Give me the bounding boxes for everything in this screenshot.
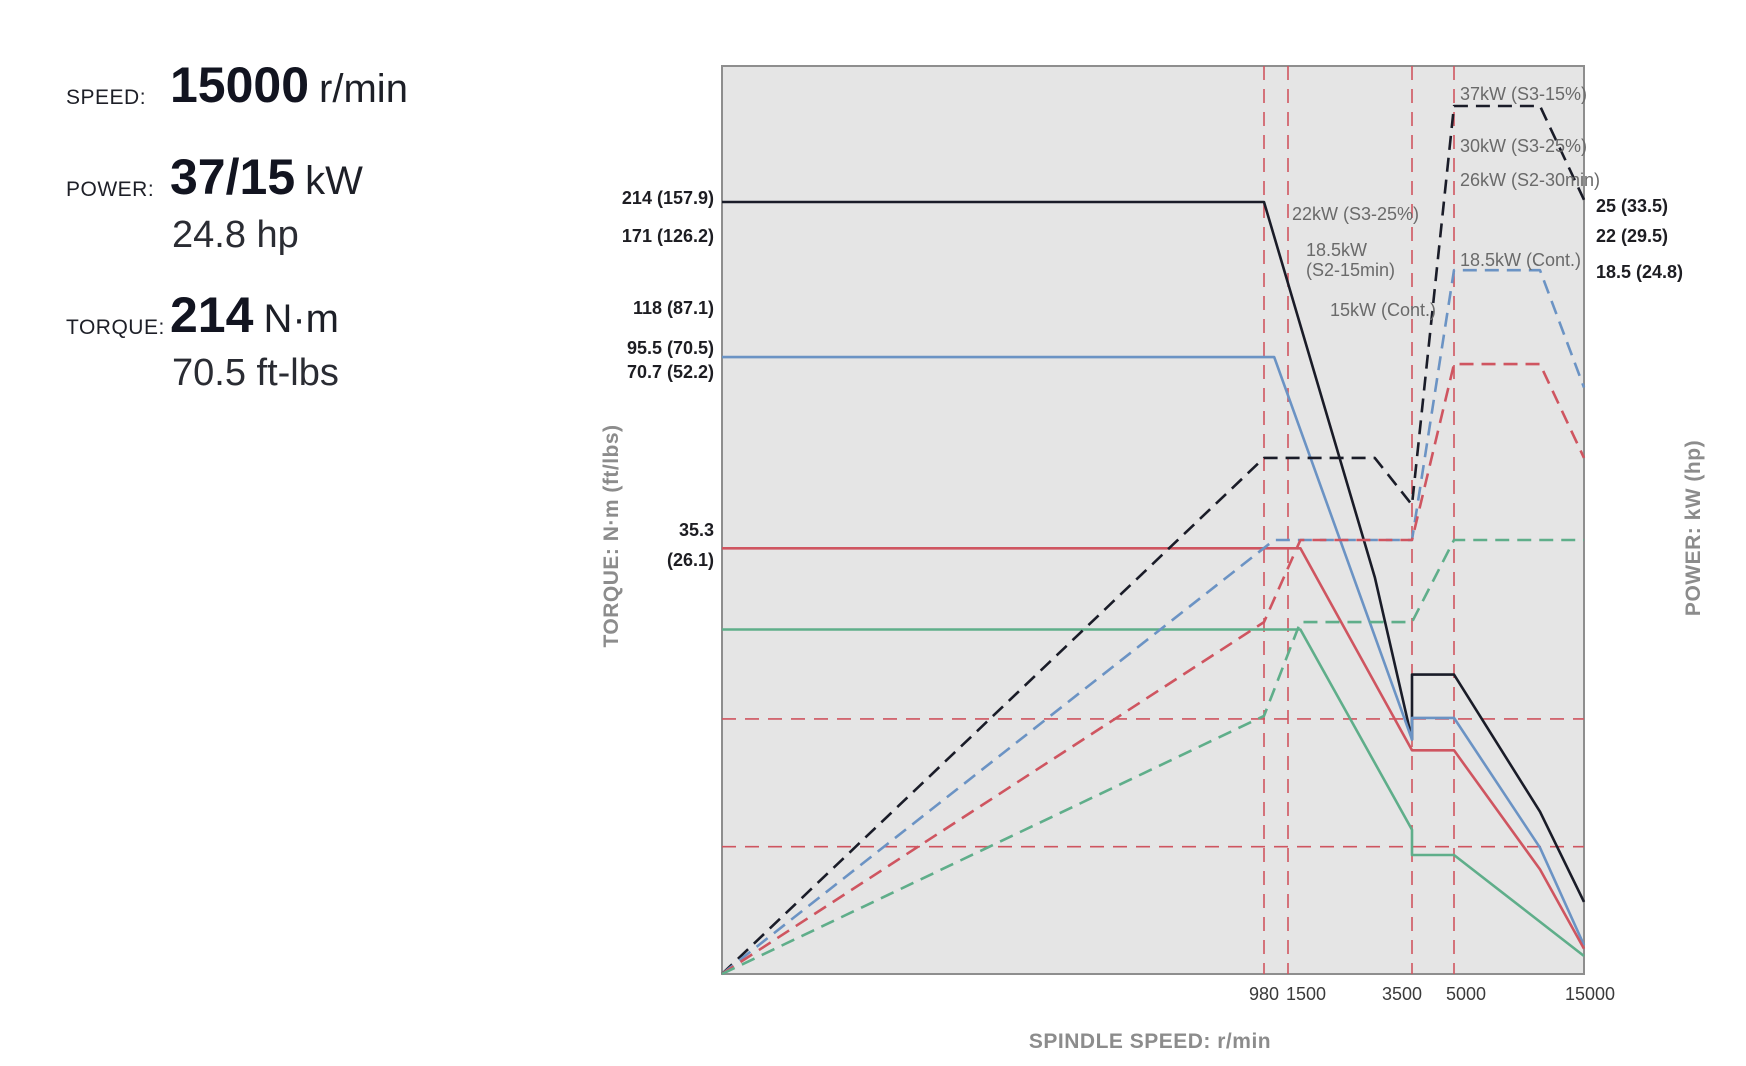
- annotation: 15kW (Cont.): [1330, 300, 1436, 320]
- power-red-line: [721, 362, 1586, 976]
- x-tick-label: 980: [1249, 984, 1279, 1004]
- annotation: 30kW (S3-25%): [1460, 136, 1587, 156]
- y-tick-label: 171 (126.2): [622, 226, 714, 246]
- speed-value: 15000 r/min: [170, 56, 408, 114]
- power-hp: 24.8 hp: [172, 214, 299, 256]
- torque-ftlbs: 70.5 ft-lbs: [172, 352, 339, 394]
- spec-speed: SPEED: 15000 r/min: [66, 56, 546, 208]
- power-tick-labels: 25 (33.5) 22 (29.5) 18.5 (24.8): [1596, 196, 1683, 282]
- annotation: 26kW (S2-30min): [1460, 170, 1600, 190]
- x-tick-label: 3500: [1382, 984, 1422, 1004]
- annotation: 18.5kW (Cont.): [1460, 250, 1581, 270]
- torque-value: 214 N·m: [170, 286, 339, 344]
- annotations: 22kW (S3-25%) 37kW (S3-15%) 18.5kW (S2-1…: [1292, 84, 1600, 320]
- torque-red-line: [722, 546, 1586, 950]
- torque-label: TORQUE:: [66, 316, 165, 339]
- speed-tick-labels: 980 1500 3500 5000 15000: [1249, 984, 1615, 1004]
- y-axis-title-left: TORQUE: N·m (ft/lbs): [600, 424, 623, 647]
- y2-tick-label: 18.5 (24.8): [1596, 262, 1683, 282]
- speed-number: 15000: [170, 57, 310, 113]
- y-tick-label: 95.5 (70.5): [627, 338, 714, 358]
- torque-black-line: [722, 200, 1586, 903]
- y2-tick-label: 25 (33.5): [1596, 196, 1668, 216]
- speed-unit: r/min: [319, 67, 408, 111]
- spec-power: POWER: 37/15 kW 24.8 hp: [66, 149, 546, 360]
- annotation-line2: (S2-15min): [1306, 260, 1395, 280]
- torque-number: 214: [170, 287, 254, 343]
- series-layer: [721, 104, 1586, 976]
- torque-blue-line: [722, 355, 1586, 946]
- annotation: 22kW (S3-25%): [1292, 204, 1419, 224]
- x-tick-label: 15000: [1565, 984, 1615, 1004]
- torque-tick-labels: 214 (157.9) 171 (126.2) 118 (87.1) 95.5 …: [622, 188, 714, 570]
- y-tick-label: 70.7 (52.2): [627, 362, 714, 382]
- annotation-line1: 18.5kW: [1306, 240, 1367, 260]
- power-green-line: [721, 538, 1584, 976]
- spec-panel: SPEED: 15000 r/min POWER: 37/15 kW 24.8 hp…: [66, 56, 546, 512]
- x-tick-label: 5000: [1446, 984, 1486, 1004]
- y-tick-label: (26.1): [667, 550, 714, 570]
- plot-area: [721, 65, 1585, 975]
- torque-unit: N·m: [263, 297, 339, 341]
- y-axis-title-right: POWER: kW (hp): [1682, 440, 1705, 616]
- power-blue-line: [721, 268, 1586, 976]
- power-number: 37/15: [170, 149, 296, 205]
- torque-green-line: [722, 628, 1585, 958]
- y-tick-label: 118 (87.1): [633, 298, 714, 318]
- y-tick-label: 214 (157.9): [622, 188, 714, 208]
- spec-torque: TORQUE: 214 N·m 70.5 ft-lbs: [66, 287, 546, 512]
- speed-label: SPEED:: [66, 86, 147, 109]
- x-tick-label: 1500: [1286, 984, 1326, 1004]
- power-black-line: [721, 104, 1586, 975]
- power-value: 37/15 kW: [170, 148, 363, 206]
- annotation: 37kW (S3-15%): [1460, 84, 1587, 104]
- power-label: POWER:: [66, 178, 155, 201]
- y2-tick-label: 22 (29.5): [1596, 226, 1668, 246]
- x-axis-title: SPINDLE SPEED: r/min: [1029, 1030, 1271, 1053]
- power-unit: kW: [305, 159, 363, 203]
- y-tick-label: 35.3: [679, 520, 714, 540]
